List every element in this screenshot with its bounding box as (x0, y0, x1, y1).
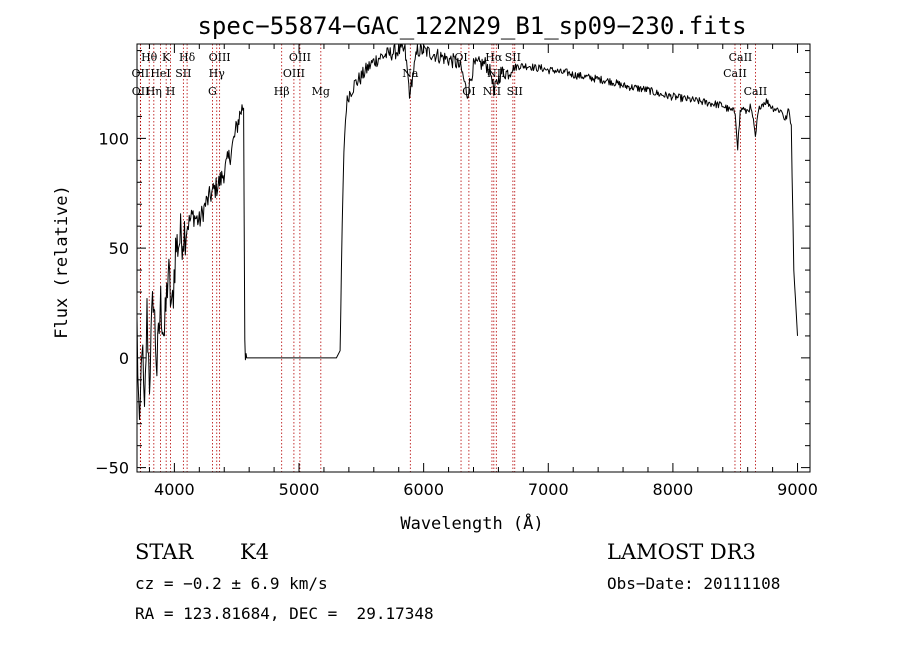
axis-ticks: 4000 5000 6000 7000 8000 9000 −50 0 50 100 (95, 44, 818, 499)
x-axis-label: Wavelength (Å) (400, 512, 543, 534)
spectral-line-label: CaII (729, 51, 753, 64)
spectral-line-label: NII (483, 85, 501, 98)
redshift-velocity: cz = −0.2 ± 6.9 km/s (135, 574, 328, 593)
spectral-line-label: Hη (146, 85, 162, 98)
spectral-line-label: Hβ (274, 85, 290, 98)
x-tick-label: 9000 (777, 480, 818, 499)
spectral-line-label: Hδ (179, 51, 196, 64)
spectral-line-label: HeI (150, 67, 170, 80)
observation-date: Obs−Date: 20111108 (607, 574, 781, 593)
x-tick-label: 8000 (653, 480, 694, 499)
y-axis-label: Flux (relative) (52, 185, 72, 339)
spectral-line-label: Hγ (209, 67, 226, 80)
spectral-line-label: OIII (209, 51, 231, 64)
spectral-line-label: OII (132, 85, 150, 98)
chart-title: spec−55874−GAC_122N29_B1_sp09−230.fits (197, 12, 746, 40)
spectral-line-label: SII (507, 85, 523, 98)
spectral-line-label: CaII (723, 67, 747, 80)
y-tick-label: 50 (109, 239, 129, 258)
spectral-line-label: SII (175, 67, 191, 80)
y-tick-label: 0 (119, 349, 129, 368)
spectral-line-label: OIII (289, 51, 311, 64)
spectral-line-label: OIII (283, 67, 305, 80)
x-tick-label: 5000 (279, 480, 320, 499)
spectral-line-label: H (166, 85, 176, 98)
spectral-line-label: OII (132, 67, 150, 80)
x-tick-label: 6000 (403, 480, 444, 499)
y-tick-label: 100 (98, 129, 129, 148)
spectral-line-label: Hθ (141, 51, 158, 64)
spectral-line-label: Mg (312, 85, 330, 98)
coordinates: RA = 123.81684, DEC = 29.17348 (135, 604, 434, 623)
y-tick-label: −50 (95, 459, 129, 478)
x-tick-label: 4000 (154, 480, 195, 499)
spectral-line-label: Na (402, 67, 419, 80)
spectral-line-label: G (208, 85, 217, 98)
object-subclass: K4 (240, 540, 270, 564)
spectral-line-label: CaII (744, 85, 768, 98)
survey-name: LAMOST DR3 (607, 540, 756, 564)
spectral-line-label: SII (505, 51, 521, 64)
spectral-line-label: K (162, 51, 171, 64)
object-class: STAR (135, 540, 194, 564)
spectral-line-label: Hα (485, 51, 503, 64)
plot-frame (136, 43, 811, 473)
x-tick-label: 7000 (528, 480, 569, 499)
flux-series (137, 44, 798, 420)
flux-line (137, 44, 798, 420)
spectral-line-markers (139, 44, 756, 472)
